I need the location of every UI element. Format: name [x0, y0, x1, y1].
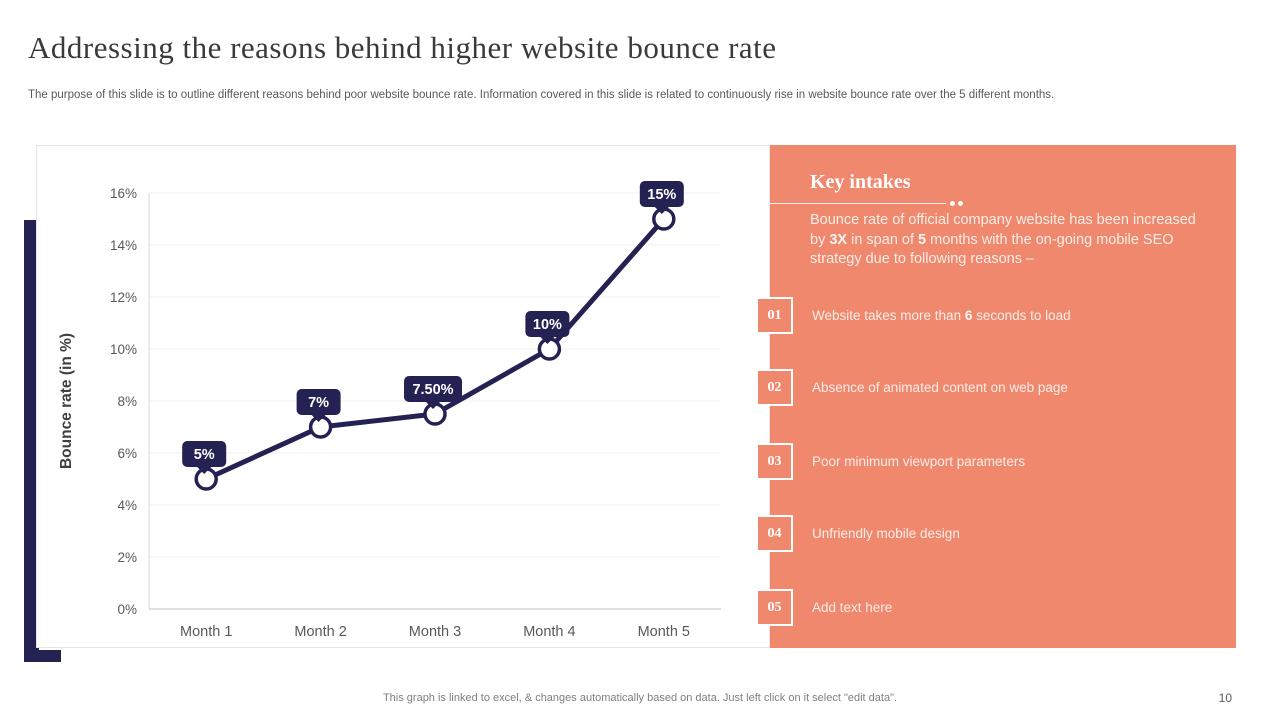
data-label-tail [197, 467, 212, 474]
item-text: seconds to load [972, 308, 1071, 323]
intake-item-label: Website takes more than 6 seconds to loa… [812, 308, 1071, 323]
intake-number-badge: 03 [756, 443, 793, 480]
item-bold: 6 [964, 308, 973, 323]
x-tick-label: Month 1 [180, 624, 232, 640]
intake-item-label: Unfriendly mobile design [812, 526, 960, 541]
y-tick-label: 14% [110, 238, 137, 253]
item-text: Unfriendly mobile design [812, 526, 960, 541]
data-label-tail [311, 415, 326, 422]
key-intakes-intro: Bounce rate of official company website … [810, 211, 1206, 270]
intro-bold: 3X [829, 231, 848, 248]
x-tick-label: Month 5 [638, 624, 690, 640]
intake-number-badge: 04 [756, 515, 793, 552]
intake-item-label: Add text here [812, 600, 892, 615]
y-tick-label: 8% [117, 394, 137, 409]
accent-bar-vertical [24, 220, 39, 662]
data-label-tail [426, 402, 440, 409]
intake-item-02: 02 Absence of animated content on web pa… [756, 369, 1206, 406]
data-label-text: 5% [194, 447, 215, 463]
accent-bar-foot [24, 650, 61, 662]
y-tick-label: 16% [110, 186, 137, 201]
y-tick-label: 6% [117, 446, 137, 461]
bounce-rate-chart-card: 0% 2% 4% 6% 8% 10% 12% 14% 16% Month 1 Month 2 Mont… [36, 145, 770, 648]
y-tick-label: 2% [117, 550, 137, 565]
data-label-text: 15% [647, 187, 676, 203]
intake-number-badge: 02 [756, 369, 793, 406]
page-number: 10 [1218, 691, 1232, 705]
item-text: Absence of animated content on web page [812, 380, 1068, 395]
intake-number-badge: 01 [756, 297, 793, 334]
heading-underline [770, 203, 946, 204]
data-label-tail [540, 337, 555, 344]
page-title: Addressing the reasons behind higher web… [28, 30, 777, 65]
y-axis-title: Bounce rate (in %) [58, 333, 75, 469]
x-tick-label: Month 2 [294, 624, 346, 640]
x-tick-label: Month 3 [409, 624, 461, 640]
item-text: Add text here [812, 600, 893, 615]
key-intakes-panel: Key intakes Bounce rate of official comp… [756, 145, 1236, 648]
underline-dot [950, 201, 955, 206]
y-tick-label: 4% [117, 498, 137, 513]
intake-item-label: Absence of animated content on web page [812, 380, 1068, 395]
bounce-rate-chart[interactable]: 0% 2% 4% 6% 8% 10% 12% 14% 16% Month 1 Month 2 Mont… [37, 146, 769, 647]
data-label-badge [639, 181, 684, 207]
x-tick-label: Month 4 [523, 624, 575, 640]
intake-item-label: Poor minimum viewport parameters [812, 454, 1025, 469]
y-tick-label: 10% [110, 342, 137, 357]
data-label-badge [296, 389, 341, 415]
data-point-marker [537, 337, 562, 361]
data-label-badge [525, 311, 570, 337]
intro-bold: 5 [918, 231, 927, 248]
data-label-badge [182, 441, 227, 467]
intake-item-04: 04 Unfriendly mobile design [756, 515, 1206, 552]
intake-item-03: 03 Poor minimum viewport parameters [756, 443, 1206, 480]
intro-text: in span of [847, 231, 919, 248]
intake-item-05: 05 Add text here [756, 589, 1206, 626]
page-subtitle: The purpose of this slide is to outline … [28, 89, 1055, 101]
underline-dot [958, 201, 963, 206]
data-label-text: 10% [533, 317, 562, 333]
intro-text: Bounce rate of official company website … [810, 212, 1196, 248]
intake-number-badge: 05 [756, 589, 793, 626]
y-tick-label: 0% [117, 602, 137, 617]
item-text: Website takes more than [812, 308, 965, 323]
footer-note: This graph is linked to excel, & changes… [382, 692, 898, 704]
y-tick-label: 12% [110, 290, 137, 305]
intake-item-01: 01 Website takes more than 6 seconds to … [756, 297, 1206, 334]
key-intakes-heading: Key intakes [810, 171, 911, 193]
intro-text: months with the on-going mobile SEO stra… [810, 231, 1174, 268]
item-text: Poor minimum viewport parameters [812, 454, 1026, 469]
data-label-text: 7% [308, 395, 329, 411]
data-label-tail [654, 207, 669, 214]
data-label-text: 7.50% [412, 382, 453, 398]
data-label-badge [404, 376, 462, 402]
